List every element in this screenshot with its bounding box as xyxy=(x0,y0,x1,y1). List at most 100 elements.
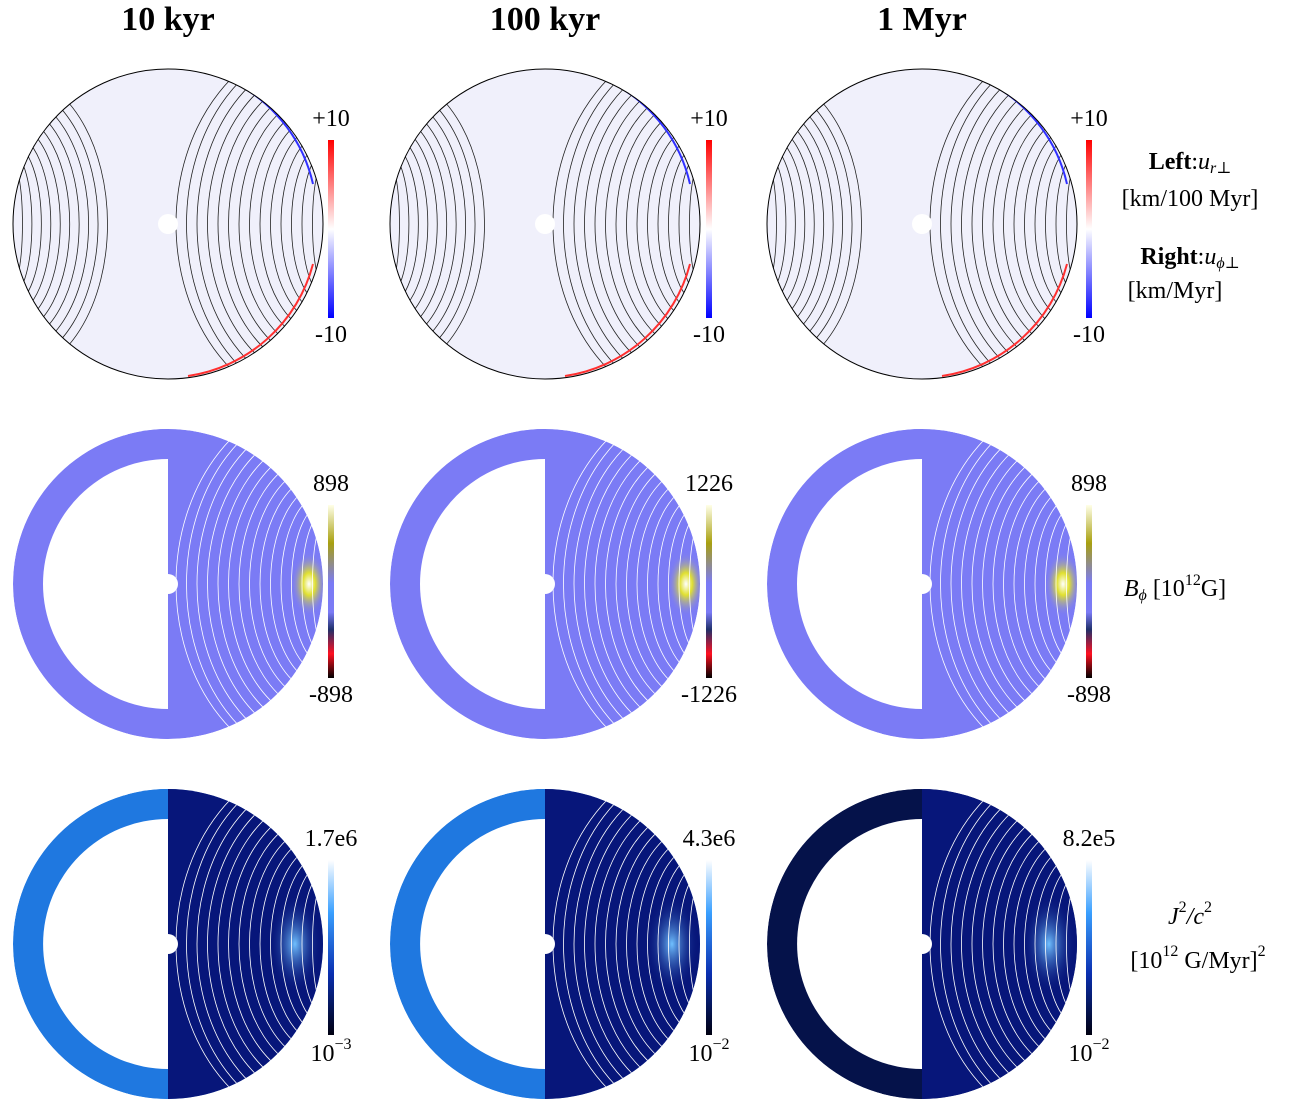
field-line xyxy=(270,123,323,325)
field-line xyxy=(961,69,1077,379)
field-line xyxy=(259,833,323,1055)
colorbar-min-part: -898 xyxy=(1067,682,1111,708)
field-line xyxy=(689,883,700,1005)
field-line xyxy=(982,803,1077,1085)
field-line xyxy=(390,163,400,285)
colorbar xyxy=(1086,860,1092,1035)
colorbar-min: -10 xyxy=(315,322,347,348)
colorbar-max: 1226 xyxy=(685,471,733,497)
field-line xyxy=(1034,853,1077,1035)
legend-label: Right:uϕ⊥ xyxy=(1140,244,1239,272)
field-line xyxy=(992,453,1077,715)
hot-spot xyxy=(646,896,698,992)
field-line xyxy=(1024,123,1077,325)
colorbar xyxy=(706,140,712,318)
field-line xyxy=(196,429,323,739)
colorbar-max: 1.7e6 xyxy=(305,826,358,852)
legend-label-part: ϕ⊥ xyxy=(1216,255,1239,272)
field-line xyxy=(291,503,323,665)
inner-cut xyxy=(420,819,545,1069)
field-line xyxy=(1013,833,1077,1055)
field-line xyxy=(13,143,42,305)
field-line xyxy=(1013,473,1077,695)
field-line xyxy=(301,513,323,655)
field-line xyxy=(767,113,825,335)
field-line xyxy=(1055,153,1077,295)
field-line xyxy=(390,93,466,355)
column-title-part: 10 kyr xyxy=(121,1,215,38)
field-line xyxy=(13,83,99,365)
center-hole xyxy=(535,214,555,234)
boundary-flow xyxy=(564,263,691,377)
colorbar-min: -10 xyxy=(1073,322,1105,348)
map xyxy=(767,69,1077,379)
colorbar-max: +10 xyxy=(690,106,728,132)
field-line xyxy=(605,83,700,365)
field-line xyxy=(1066,163,1077,285)
field-line xyxy=(982,83,1077,365)
center-hole xyxy=(158,214,178,234)
field-line xyxy=(950,789,1077,1099)
colorbar-max: 4.3e6 xyxy=(683,826,736,852)
field-line xyxy=(767,123,815,325)
field-line xyxy=(678,153,700,295)
field-line xyxy=(1055,873,1077,1015)
inner-cut xyxy=(43,459,168,709)
legend-unit-part: [10 xyxy=(1130,948,1162,974)
field-line xyxy=(1003,463,1077,705)
field-line xyxy=(207,789,323,1099)
colorbar-min-part: -898 xyxy=(309,682,353,708)
legend-label-part: : xyxy=(1198,244,1205,270)
field-line xyxy=(573,69,700,379)
colorbar-min-part: -10 xyxy=(693,322,725,348)
field-line xyxy=(196,69,323,379)
field-line xyxy=(615,453,700,715)
colorbar-min: -10 xyxy=(693,322,725,348)
field-line xyxy=(186,69,323,379)
field-line xyxy=(1055,513,1077,655)
field-line xyxy=(668,863,700,1025)
field-line xyxy=(626,103,700,345)
colorbar-max-part: 8.2e5 xyxy=(1063,826,1116,852)
field-line xyxy=(13,163,23,285)
field-line xyxy=(563,429,700,739)
colorbar xyxy=(706,505,712,678)
field-line xyxy=(390,143,419,305)
hot-spot xyxy=(269,896,321,992)
colorbar-max-part: 1226 xyxy=(685,471,733,497)
field-line xyxy=(1024,843,1077,1045)
colorbar-max: +10 xyxy=(312,106,350,132)
field-line xyxy=(238,813,323,1075)
field-line xyxy=(1034,133,1077,315)
field-line xyxy=(1066,523,1077,645)
field-line xyxy=(1003,823,1077,1065)
field-line xyxy=(228,803,323,1085)
field-line xyxy=(767,73,862,375)
inner-cut xyxy=(420,459,545,709)
field-line xyxy=(207,69,323,379)
panels: 10 kyr 100 kyr 1 Myr +10 -10 +10 -10 +10 -10 898 -… xyxy=(12,1,1266,1099)
field-line xyxy=(291,863,323,1025)
field-line xyxy=(971,73,1077,375)
legend-unit: [1012 G/Myr]2 xyxy=(1130,943,1265,974)
legend-unit-part: 2 xyxy=(1258,943,1266,960)
field-line xyxy=(982,443,1077,725)
colorbar-min-part: −3 xyxy=(334,1036,351,1053)
colorbar-min-part: 10 xyxy=(688,1041,712,1067)
legend-unit: [km/Myr] xyxy=(1128,278,1223,304)
field-line xyxy=(647,123,700,325)
column-title: 100 kyr xyxy=(490,1,601,38)
colorbar-max-part: 898 xyxy=(1071,471,1107,497)
colorbar-min: 10−3 xyxy=(310,1036,351,1067)
inner-cut xyxy=(797,819,922,1069)
colorbar-min: 10−2 xyxy=(688,1036,729,1067)
field-line xyxy=(13,93,89,355)
hot-spot xyxy=(1045,552,1077,616)
boundary-flow xyxy=(187,263,314,377)
center-hole xyxy=(912,934,932,954)
legend-label-part: r⊥ xyxy=(1210,160,1231,177)
field-line xyxy=(228,443,323,725)
field-line xyxy=(594,73,700,375)
field-line xyxy=(584,789,700,1099)
